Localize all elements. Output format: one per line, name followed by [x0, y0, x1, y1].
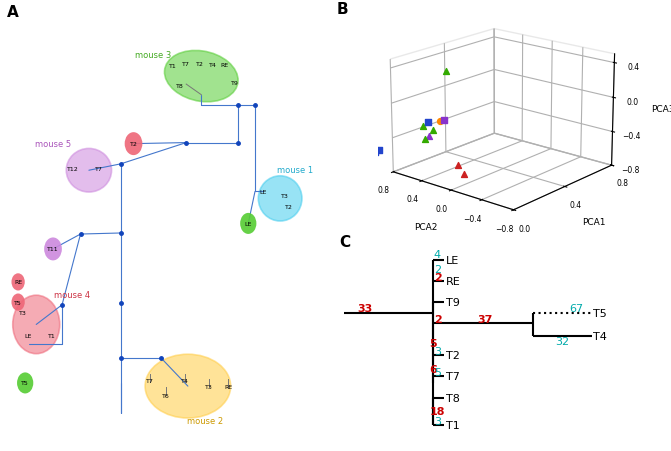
Text: T8: T8: [176, 83, 183, 88]
Text: mouse 2: mouse 2: [187, 416, 223, 425]
Text: 6: 6: [429, 364, 437, 374]
Text: T2: T2: [196, 62, 204, 67]
Text: 67: 67: [570, 304, 584, 313]
Text: T5: T5: [21, 381, 29, 386]
Text: T3: T3: [280, 194, 289, 199]
Text: T1: T1: [169, 64, 176, 69]
Text: T11: T11: [47, 247, 59, 252]
Text: LE: LE: [446, 255, 459, 265]
Ellipse shape: [258, 176, 302, 221]
Text: T7: T7: [95, 166, 103, 171]
Text: 3: 3: [434, 346, 441, 356]
Text: T1: T1: [446, 420, 460, 430]
Text: T6: T6: [162, 393, 170, 398]
Text: A: A: [7, 5, 19, 19]
Y-axis label: PCA1: PCA1: [582, 217, 606, 226]
Text: LE: LE: [260, 189, 267, 194]
Text: T2: T2: [130, 142, 138, 147]
Text: 32: 32: [555, 336, 569, 346]
Text: T2: T2: [285, 204, 293, 209]
Text: RE: RE: [224, 384, 232, 389]
Text: T7: T7: [182, 62, 189, 67]
Ellipse shape: [44, 238, 62, 261]
Text: T1: T1: [48, 333, 56, 338]
Text: RE: RE: [446, 276, 460, 286]
Text: T2: T2: [446, 350, 460, 360]
Text: T7: T7: [446, 372, 460, 382]
Text: 37: 37: [477, 314, 493, 324]
Text: T9: T9: [446, 298, 460, 308]
Text: T9: T9: [231, 81, 239, 86]
Text: 2: 2: [434, 272, 442, 282]
Text: T8: T8: [446, 393, 460, 403]
Text: T7: T7: [146, 378, 154, 383]
Text: mouse 5: mouse 5: [35, 140, 71, 149]
Text: T3: T3: [19, 311, 27, 316]
Text: 2: 2: [434, 265, 441, 275]
Ellipse shape: [164, 51, 238, 102]
Text: 18: 18: [429, 406, 445, 417]
Text: T12: T12: [67, 166, 79, 171]
Ellipse shape: [11, 294, 25, 311]
Text: T5: T5: [14, 300, 22, 305]
Text: T4: T4: [209, 63, 217, 68]
Ellipse shape: [240, 213, 256, 235]
Ellipse shape: [17, 373, 34, 394]
Ellipse shape: [145, 354, 231, 418]
Ellipse shape: [13, 295, 60, 354]
Text: 5: 5: [434, 367, 441, 377]
Text: mouse 1: mouse 1: [277, 166, 313, 174]
Text: C: C: [339, 235, 350, 249]
Text: T5: T5: [594, 308, 607, 318]
Text: mouse 4: mouse 4: [54, 290, 90, 299]
Text: 4: 4: [434, 250, 441, 260]
Text: RE: RE: [220, 63, 228, 68]
Text: 33: 33: [358, 303, 372, 313]
Text: T4: T4: [180, 378, 189, 383]
Text: 2: 2: [434, 314, 442, 324]
Text: B: B: [337, 2, 348, 17]
Text: RE: RE: [14, 280, 22, 285]
Text: 3: 3: [434, 416, 441, 426]
Text: mouse 3: mouse 3: [134, 51, 171, 60]
Text: T3: T3: [205, 384, 213, 389]
Text: LE: LE: [245, 221, 252, 226]
Text: LE: LE: [25, 333, 32, 338]
X-axis label: PCA2: PCA2: [415, 223, 438, 232]
Text: T4: T4: [594, 331, 607, 341]
Ellipse shape: [125, 133, 142, 156]
Ellipse shape: [66, 149, 111, 193]
Text: 5: 5: [429, 338, 437, 348]
Ellipse shape: [11, 274, 25, 291]
